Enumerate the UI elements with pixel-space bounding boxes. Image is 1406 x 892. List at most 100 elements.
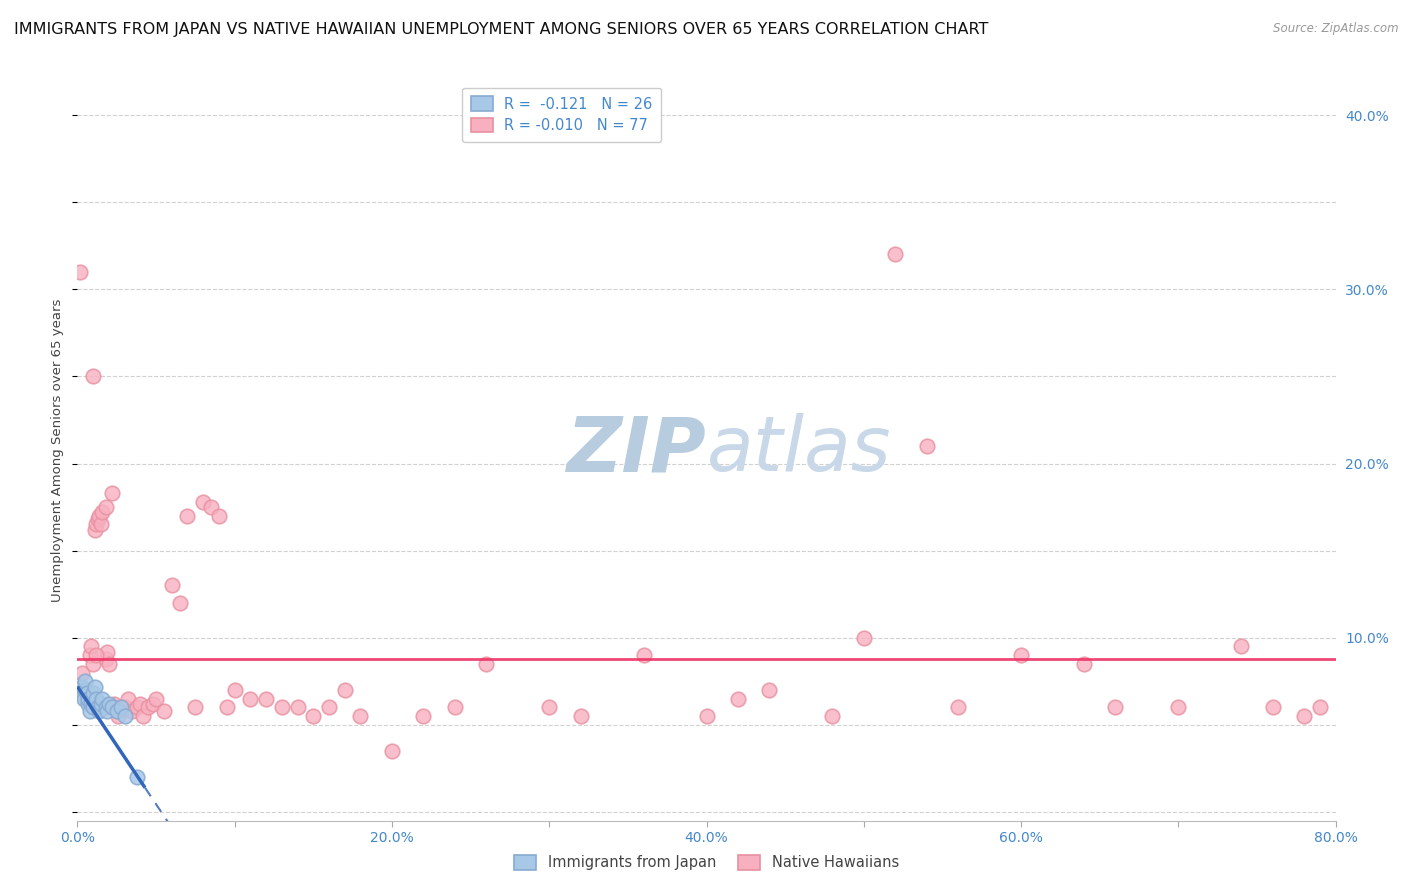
Point <box>94 700 117 714</box>
Point <box>91 691 114 706</box>
Point <box>117 691 139 706</box>
Point <box>107 709 129 723</box>
Point <box>127 700 149 714</box>
Point <box>224 683 246 698</box>
Point <box>191 495 215 509</box>
Point <box>136 700 159 714</box>
Point <box>77 697 100 711</box>
Point <box>176 508 198 523</box>
Point <box>1294 709 1316 723</box>
Point <box>287 700 309 714</box>
Point <box>1309 700 1331 714</box>
Point <box>121 704 143 718</box>
Point <box>333 683 356 698</box>
Point <box>90 697 112 711</box>
Point <box>153 704 176 718</box>
Point <box>412 709 434 723</box>
Point <box>633 648 655 662</box>
Point <box>97 697 120 711</box>
Point <box>87 512 110 526</box>
Text: IMMIGRANTS FROM JAPAN VS NATIVE HAWAIIAN UNEMPLOYMENT AMONG SENIORS OVER 65 YEAR: IMMIGRANTS FROM JAPAN VS NATIVE HAWAIIAN… <box>14 22 988 37</box>
Point <box>77 691 100 706</box>
Point <box>96 645 118 659</box>
Point <box>91 505 114 519</box>
Text: ZIP: ZIP <box>567 414 707 487</box>
Point <box>821 709 844 723</box>
Point <box>105 704 128 718</box>
Point <box>110 700 132 714</box>
Y-axis label: Unemployment Among Seniors over 65 years: Unemployment Among Seniors over 65 years <box>51 299 65 602</box>
Point <box>142 697 165 711</box>
Point <box>758 683 780 698</box>
Point <box>89 508 111 523</box>
Point <box>93 700 115 714</box>
Point <box>94 500 117 514</box>
Point <box>80 640 103 654</box>
Point <box>444 700 467 714</box>
Point <box>105 704 128 718</box>
Point <box>70 680 93 694</box>
Point <box>83 523 105 537</box>
Point <box>89 704 111 718</box>
Point <box>160 578 183 592</box>
Text: Source: ZipAtlas.com: Source: ZipAtlas.com <box>1274 22 1399 36</box>
Point <box>1167 700 1189 714</box>
Point <box>1010 648 1032 662</box>
Point <box>82 686 104 700</box>
Point <box>80 695 103 709</box>
Point <box>96 704 118 718</box>
Point <box>82 700 104 714</box>
Point <box>538 700 561 714</box>
Point <box>129 697 152 711</box>
Point <box>76 686 98 700</box>
Legend: Immigrants from Japan, Native Hawaiians: Immigrants from Japan, Native Hawaiians <box>509 849 904 876</box>
Point <box>1073 657 1095 671</box>
Point <box>200 500 222 514</box>
Point <box>127 770 149 784</box>
Point <box>97 657 120 671</box>
Point <box>696 709 718 723</box>
Point <box>145 691 167 706</box>
Point <box>727 691 749 706</box>
Point <box>110 700 132 714</box>
Point <box>72 686 94 700</box>
Point <box>101 700 124 714</box>
Point <box>318 700 340 714</box>
Point <box>254 691 277 706</box>
Point <box>75 674 97 689</box>
Point <box>103 697 125 711</box>
Point <box>83 680 105 694</box>
Point <box>75 683 97 698</box>
Point <box>169 596 191 610</box>
Point <box>82 657 104 671</box>
Point <box>69 686 91 700</box>
Point <box>215 700 238 714</box>
Point <box>84 517 107 532</box>
Point <box>90 517 112 532</box>
Point <box>349 709 371 723</box>
Point <box>79 704 101 718</box>
Point <box>87 700 110 714</box>
Point <box>101 700 124 714</box>
Point <box>884 247 907 261</box>
Point <box>302 709 325 723</box>
Point <box>132 709 155 723</box>
Point <box>475 657 498 671</box>
Point <box>114 700 136 714</box>
Point <box>184 700 207 714</box>
Point <box>1261 700 1284 714</box>
Point <box>1230 640 1253 654</box>
Point <box>270 700 292 714</box>
Point <box>75 683 97 698</box>
Point <box>852 631 875 645</box>
Point <box>94 651 117 665</box>
Point <box>69 265 91 279</box>
Text: atlas: atlas <box>707 414 891 487</box>
Point <box>948 700 970 714</box>
Point <box>915 439 938 453</box>
Point <box>114 709 136 723</box>
Point <box>79 648 101 662</box>
Point <box>70 665 93 680</box>
Point <box>569 709 592 723</box>
Point <box>84 691 107 706</box>
